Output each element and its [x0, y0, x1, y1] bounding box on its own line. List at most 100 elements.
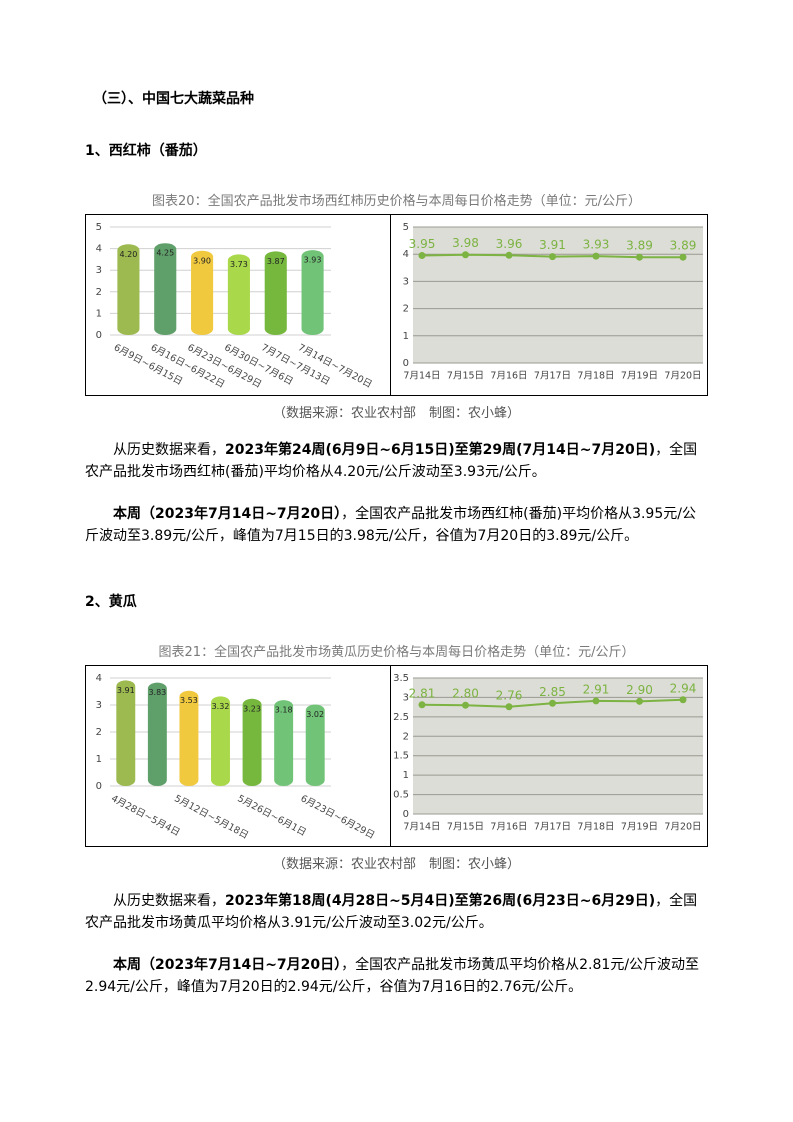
data-label: 3.93 [583, 238, 610, 252]
data-label: 3.91 [539, 238, 566, 252]
data-label: 3.93 [304, 256, 322, 265]
x-tick-label: 4月28日~5月4日 [109, 793, 181, 838]
text-run: 从历史数据来看， [113, 893, 225, 909]
data-label: 2.91 [583, 682, 610, 696]
y-tick-label: 0 [403, 358, 409, 369]
data-label: 3.73 [230, 260, 248, 269]
bar [116, 680, 136, 786]
x-tick-label: 7月17日 [534, 822, 571, 833]
paragraph: 从历史数据来看，2023年第24周(6月9日~6月15日)至第29周(7月14日… [85, 439, 708, 483]
y-tick-label: 4 [96, 244, 102, 255]
paragraph: 本周（2023年7月14日~7月20日），全国农产品批发市场西红柿(番茄)平均价… [85, 503, 708, 547]
paragraph: 本周（2023年7月14日~7月20日），全国农产品批发市场黄瓜平均价格从2.8… [85, 954, 708, 998]
y-tick-label: 2 [403, 304, 409, 315]
point [679, 696, 687, 704]
x-tick-label: 7月16日 [490, 371, 527, 382]
bar [305, 704, 325, 786]
text-run: 从历史数据来看， [113, 442, 225, 458]
bar [211, 696, 230, 786]
data-label: 3.89 [626, 239, 653, 253]
bar [264, 251, 287, 335]
data-label: 2.76 [496, 688, 523, 702]
data-label: 3.90 [193, 256, 211, 265]
point [462, 701, 469, 709]
chart-caption: 图表21：全国农产品批发市场黄瓜历史价格与本周每日价格走势（单位：元/公斤） [158, 645, 635, 660]
point [418, 252, 426, 260]
chart: 0 0.5 1 1.5 2 2.5 3 3.52.81 7月14日 2.80 7月15日 2.76 7月… [390, 666, 703, 846]
chart: 012343.914月28日~5月4日3.833.535月12日~5月18日3.… [96, 673, 377, 841]
bar [191, 250, 214, 335]
y-tick-label: 2 [403, 731, 409, 742]
text-run: ，全国农产品批发市场黄瓜平均价格从2.81元/公斤波动至2.94元/公斤，峰值为… [85, 957, 700, 995]
x-tick-label: 7月15日 [447, 822, 484, 833]
data-label: 3.23 [243, 704, 261, 713]
data-label: 3.02 [306, 710, 324, 719]
section-heading: （三）、中国七大蔬菜品种 [93, 91, 254, 107]
x-tick-label: 7月14日 [403, 371, 440, 382]
chart-source: （数据来源：农业农村部 制图：农小蜂） [272, 406, 520, 421]
y-tick-label: 5 [403, 222, 409, 233]
text-run: 本周（2023年7月14日~7月20日） [113, 506, 342, 522]
point [505, 703, 513, 711]
point [636, 697, 643, 705]
data-label: 3.98 [452, 236, 479, 250]
y-tick-label: 0.5 [393, 790, 409, 801]
chart: 0123454.206月9日~6月15日4.256月16日~6月22日3.906… [96, 222, 374, 390]
x-tick-label: 7月19日 [621, 371, 658, 382]
chart-caption: 图表20：全国农产品批发市场西红柿历史价格与本周每日价格走势（单位：元/公斤） [152, 194, 641, 209]
point [462, 251, 469, 259]
data-label: 2.85 [539, 685, 566, 699]
chart-source: （数据来源：农业农村部 制图：农小蜂） [272, 857, 520, 872]
point [418, 701, 426, 709]
data-label: 2.90 [626, 683, 653, 697]
bar [274, 700, 294, 786]
chart: 0 1 2 3 4 53.95 7月14日 3.98 7月15日 3.96 7月16日 3.91 7月1… [390, 215, 703, 395]
data-label: 3.91 [117, 686, 135, 695]
text-run: ，全国农产品批发市场西红柿(番茄)平均价格从4.20元/公斤波动至3.93元/公… [85, 442, 698, 480]
section: 1、西红柿（番茄） 图表20：全国农产品批发市场西红柿历史价格与本周每日价格走势（… [85, 140, 708, 547]
x-tick-label: 7月18日 [577, 371, 614, 382]
x-tick-label: 7月18日 [577, 822, 614, 833]
data-label: 2.80 [452, 687, 479, 701]
plot-background [413, 227, 703, 363]
data-label: 3.53 [180, 696, 198, 705]
bar [301, 250, 324, 335]
x-tick-label: 7月17日 [534, 371, 571, 382]
y-tick-label: 3 [96, 700, 102, 711]
point [636, 253, 643, 261]
y-tick-label: 0 [403, 809, 409, 820]
y-tick-label: 4 [403, 249, 409, 260]
x-tick-label: 6月23日~6月29日 [299, 793, 377, 841]
data-label: 4.25 [156, 249, 174, 258]
y-tick-label: 1 [403, 770, 409, 781]
bar [154, 243, 177, 335]
text-run: 本周（2023年7月14日~7月20日） [113, 957, 342, 973]
text-run: ，全国农产品批发市场西红柿(番茄)平均价格从3.95元/公斤波动至3.89元/公… [85, 506, 696, 544]
y-tick-label: 3 [96, 265, 102, 276]
point [549, 699, 556, 707]
y-tick-label: 2.5 [393, 712, 409, 723]
data-label: 2.81 [409, 686, 436, 700]
data-label: 4.20 [120, 250, 138, 259]
y-tick-label: 3 [403, 692, 409, 703]
point [505, 251, 513, 259]
y-tick-label: 2 [96, 727, 102, 738]
section-title: 2、黄瓜 [85, 594, 137, 610]
x-tick-label: 7月16日 [490, 822, 527, 833]
y-tick-label: 5 [96, 222, 102, 233]
x-tick-label: 7月20日 [664, 371, 701, 382]
y-tick-label: 1 [96, 754, 102, 765]
data-label: 3.87 [267, 257, 285, 266]
y-tick-label: 0 [96, 781, 102, 792]
point [549, 253, 556, 261]
paragraph: 从历史数据来看，2023年第18周(4月28日~5月4日)至第26周(6月23日… [85, 890, 708, 934]
point [592, 252, 600, 260]
data-label: 3.89 [670, 239, 697, 253]
y-tick-label: 0 [96, 330, 102, 341]
x-tick-label: 7月20日 [664, 822, 701, 833]
data-label: 2.94 [670, 681, 697, 695]
x-tick-label: 7月14日 [403, 822, 440, 833]
y-tick-label: 2 [96, 287, 102, 298]
data-label: 3.96 [496, 237, 523, 251]
data-label: 3.32 [212, 702, 230, 711]
